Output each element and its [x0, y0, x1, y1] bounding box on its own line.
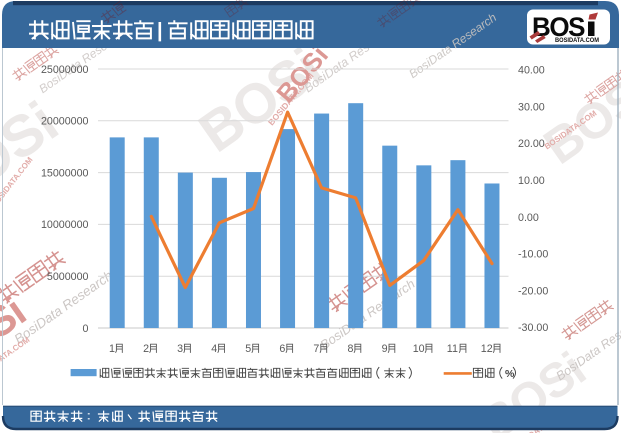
svg-text:30.00: 30.00	[518, 101, 545, 113]
svg-text:0.00: 0.00	[518, 212, 539, 224]
svg-text:25000000: 25000000	[41, 64, 89, 76]
svg-text:11: 11	[447, 343, 458, 355]
svg-text:2: 2	[143, 343, 149, 355]
svg-text:12: 12	[481, 343, 493, 355]
svg-text:20.00: 20.00	[518, 138, 545, 150]
svg-text:9: 9	[382, 343, 388, 355]
svg-text:20000000: 20000000	[41, 116, 89, 128]
svg-text:-10.00: -10.00	[518, 249, 548, 261]
svg-text:5000000: 5000000	[47, 271, 89, 283]
svg-text:1: 1	[109, 343, 115, 355]
svg-text:0: 0	[83, 323, 89, 335]
svg-text:BOSIDATA.COM: BOSIDATA.COM	[555, 37, 599, 44]
svg-text:10: 10	[413, 343, 425, 355]
svg-text:10000000: 10000000	[41, 219, 89, 231]
svg-text:15000000: 15000000	[41, 167, 89, 179]
svg-text:3: 3	[177, 343, 183, 355]
svg-text:8: 8	[348, 343, 354, 355]
svg-text:40.00: 40.00	[518, 65, 545, 77]
svg-text:|: |	[157, 20, 163, 42]
svg-text:%: %	[505, 368, 515, 380]
svg-text:10.00: 10.00	[518, 175, 545, 187]
svg-text:5: 5	[245, 343, 251, 355]
svg-text:7: 7	[313, 343, 319, 355]
svg-text:-30.00: -30.00	[518, 322, 548, 334]
svg-text:-20.00: -20.00	[518, 285, 548, 297]
svg-text:6: 6	[279, 343, 285, 355]
svg-text:4: 4	[211, 343, 217, 355]
